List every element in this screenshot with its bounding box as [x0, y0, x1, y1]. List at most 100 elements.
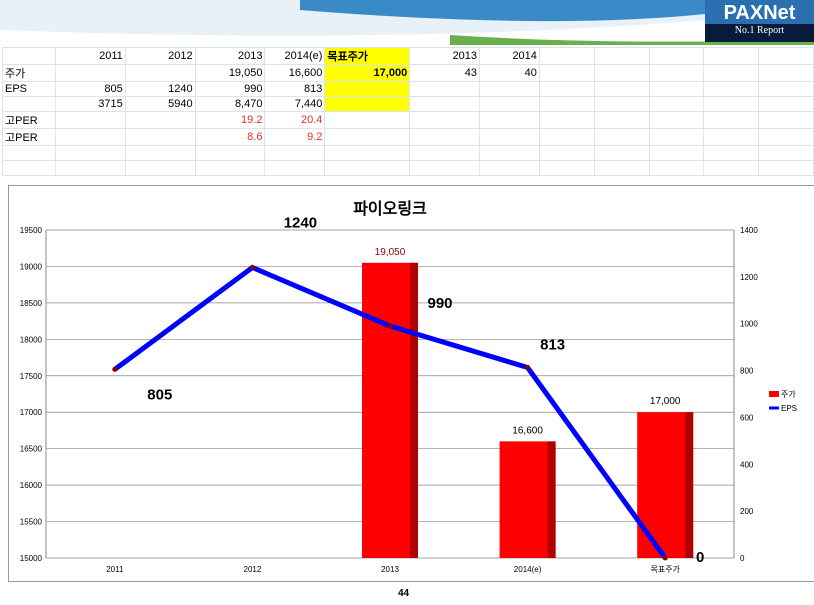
- sheet-cell[interactable]: [324, 128, 411, 146]
- sheet-cell[interactable]: 2014(e): [264, 47, 326, 65]
- sheet-cell[interactable]: [758, 81, 814, 97]
- sheet-cell[interactable]: [593, 111, 650, 129]
- sheet-cell[interactable]: [54, 128, 126, 146]
- sheet-cell[interactable]: 19,050: [194, 64, 266, 82]
- sheet-cell[interactable]: 2011: [54, 47, 126, 65]
- sheet-cell[interactable]: 2014: [479, 47, 540, 65]
- sheet-cell[interactable]: [538, 111, 595, 129]
- sheet-cell[interactable]: [648, 145, 705, 161]
- sheet-cell[interactable]: [648, 128, 705, 146]
- sheet-cell[interactable]: [324, 111, 411, 129]
- sheet-cell[interactable]: [538, 145, 595, 161]
- sheet-cell[interactable]: 8.6: [194, 128, 266, 146]
- sheet-cell[interactable]: [124, 64, 196, 82]
- sheet-cell[interactable]: 9.2: [264, 128, 326, 146]
- sheet-cell[interactable]: [758, 64, 814, 82]
- sheet-cell[interactable]: [758, 128, 814, 146]
- sheet-cell[interactable]: [409, 145, 481, 161]
- sheet-cell[interactable]: 3715: [54, 96, 126, 112]
- sheet-cell[interactable]: [703, 160, 760, 176]
- sheet-cell[interactable]: [2, 145, 56, 161]
- sheet-cell[interactable]: [479, 128, 540, 146]
- sheet-cell[interactable]: [479, 111, 540, 129]
- sheet-cell[interactable]: [648, 160, 705, 176]
- sheet-cell[interactable]: [124, 128, 196, 146]
- sheet-cell[interactable]: [54, 160, 126, 176]
- sheet-cell[interactable]: [703, 96, 760, 112]
- sheet-cell[interactable]: [538, 64, 595, 82]
- sheet-cell[interactable]: [648, 64, 705, 82]
- sheet-cell[interactable]: [703, 145, 760, 161]
- sheet-cell[interactable]: 목표주가: [324, 47, 411, 65]
- sheet-cell[interactable]: 고PER: [2, 111, 56, 129]
- sheet-cell[interactable]: [648, 96, 705, 112]
- sheet-cell[interactable]: [54, 111, 126, 129]
- sheet-cell[interactable]: [324, 145, 411, 161]
- sheet-cell[interactable]: [2, 160, 56, 176]
- sheet-cell[interactable]: [758, 160, 814, 176]
- sheet-cell[interactable]: [479, 96, 540, 112]
- sheet-cell[interactable]: [648, 111, 705, 129]
- sheet-cell[interactable]: [54, 64, 126, 82]
- sheet-cell[interactable]: [538, 47, 595, 65]
- sheet-cell[interactable]: 2013: [409, 47, 481, 65]
- sheet-cell[interactable]: 2012: [124, 47, 196, 65]
- sheet-cell[interactable]: EPS: [2, 81, 56, 97]
- sheet-cell[interactable]: [2, 96, 56, 112]
- sheet-cell[interactable]: 43: [409, 64, 481, 82]
- sheet-cell[interactable]: [264, 145, 326, 161]
- sheet-cell[interactable]: 805: [54, 81, 126, 97]
- sheet-cell[interactable]: [409, 81, 481, 97]
- sheet-cell[interactable]: [538, 96, 595, 112]
- sheet-cell[interactable]: [324, 160, 411, 176]
- sheet-cell[interactable]: [538, 160, 595, 176]
- sheet-cell[interactable]: [409, 111, 481, 129]
- sheet-cell[interactable]: [324, 96, 411, 112]
- sheet-cell[interactable]: [703, 81, 760, 97]
- sheet-cell[interactable]: 17,000: [324, 64, 411, 82]
- sheet-cell[interactable]: [538, 128, 595, 146]
- sheet-cell[interactable]: [593, 64, 650, 82]
- sheet-cell[interactable]: [703, 47, 760, 65]
- sheet-cell[interactable]: [409, 128, 481, 146]
- sheet-cell[interactable]: 1240: [124, 81, 196, 97]
- sheet-cell[interactable]: [194, 145, 266, 161]
- sheet-cell[interactable]: [264, 160, 326, 176]
- sheet-cell[interactable]: 813: [264, 81, 326, 97]
- sheet-cell[interactable]: [194, 160, 266, 176]
- sheet-cell[interactable]: [648, 47, 705, 65]
- sheet-cell[interactable]: 19.2: [194, 111, 266, 129]
- sheet-cell[interactable]: [479, 81, 540, 97]
- sheet-cell[interactable]: [593, 47, 650, 65]
- sheet-cell[interactable]: [593, 145, 650, 161]
- sheet-cell[interactable]: [703, 64, 760, 82]
- sheet-cell[interactable]: [593, 96, 650, 112]
- sheet-cell[interactable]: [758, 111, 814, 129]
- sheet-cell[interactable]: [124, 145, 196, 161]
- sheet-cell[interactable]: [124, 160, 196, 176]
- sheet-cell[interactable]: [593, 81, 650, 97]
- sheet-cell[interactable]: [538, 81, 595, 97]
- sheet-cell[interactable]: [593, 128, 650, 146]
- sheet-cell[interactable]: 7,440: [264, 96, 326, 112]
- sheet-cell[interactable]: [703, 128, 760, 146]
- sheet-cell[interactable]: 16,600: [264, 64, 326, 82]
- sheet-cell[interactable]: 20.4: [264, 111, 326, 129]
- sheet-cell[interactable]: [409, 160, 481, 176]
- sheet-cell[interactable]: [479, 145, 540, 161]
- sheet-cell[interactable]: [758, 96, 814, 112]
- sheet-cell[interactable]: [324, 81, 411, 97]
- sheet-cell[interactable]: 2013: [194, 47, 266, 65]
- sheet-cell[interactable]: [479, 160, 540, 176]
- sheet-cell[interactable]: 주가: [2, 64, 56, 82]
- sheet-cell[interactable]: [2, 47, 56, 65]
- sheet-cell[interactable]: [54, 145, 126, 161]
- sheet-cell[interactable]: [758, 145, 814, 161]
- sheet-cell[interactable]: 8,470: [194, 96, 266, 112]
- sheet-cell[interactable]: [124, 111, 196, 129]
- sheet-cell[interactable]: [758, 47, 814, 65]
- sheet-cell[interactable]: 고PER: [2, 128, 56, 146]
- sheet-cell[interactable]: [648, 81, 705, 97]
- sheet-cell[interactable]: 40: [479, 64, 540, 82]
- sheet-cell[interactable]: 990: [194, 81, 266, 97]
